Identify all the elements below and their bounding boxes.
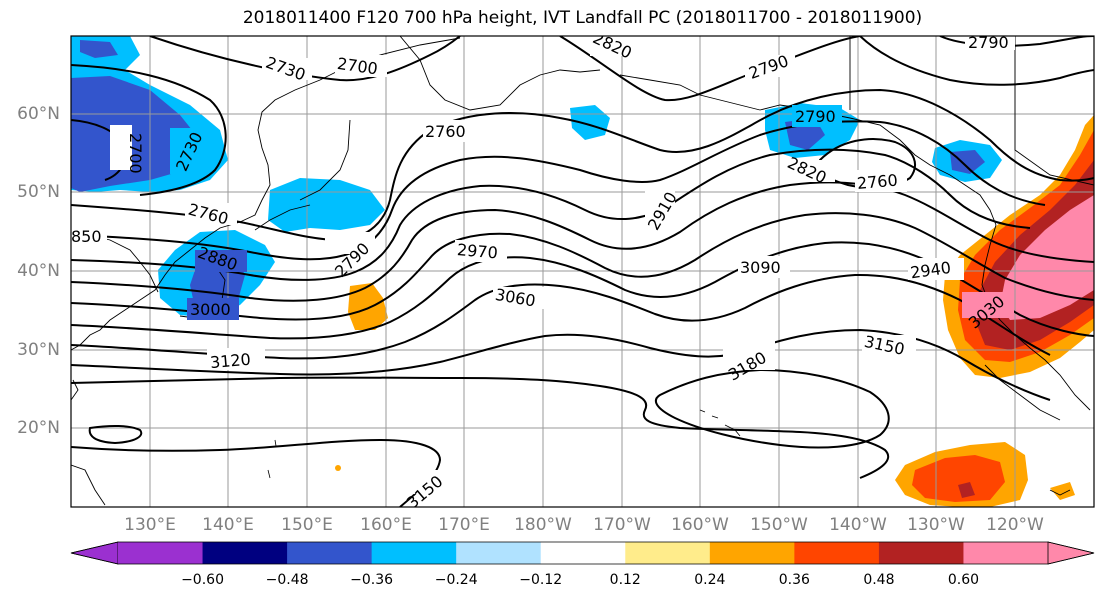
colorbar-tick-label: 0.60 (947, 572, 980, 588)
contour-label: 2760 (856, 170, 898, 192)
lat-label-20n: 20°N (17, 418, 60, 438)
height-contours (71, 36, 1094, 507)
lon-label: 140°W (829, 515, 887, 535)
contour-label: 3090 (740, 258, 781, 277)
map-frame (70, 35, 1095, 508)
lon-label: 150°W (750, 515, 808, 535)
colorbar-segment (287, 542, 373, 564)
lat-label-40n: 40°N (17, 261, 60, 281)
colorbar-segment (963, 542, 1049, 564)
contour-label: 2760 (425, 122, 466, 141)
lon-label: 170°W (593, 515, 651, 535)
contour-label: 3000 (190, 300, 231, 319)
colorbar-tick-label: −0.48 (265, 572, 309, 588)
map-title: 2018011400 F120 700 hPa height, IVT Land… (242, 8, 923, 28)
colorbar-tick-label: 0.48 (863, 572, 895, 588)
contour-label: 2700 (126, 133, 145, 174)
lon-label: 130°W (907, 515, 965, 535)
colorbar-segment (540, 542, 626, 564)
lat-label-60n: 60°N (17, 104, 60, 124)
contour-label: 3120 (209, 350, 251, 372)
lon-label: 170°E (438, 515, 490, 535)
colorbar-segment (456, 542, 542, 564)
lon-label: 140°E (202, 515, 254, 535)
colorbar-tick-label: −0.36 (350, 572, 394, 588)
colorbar-extend-high (1047, 541, 1095, 565)
colorbar-tick-label: 0.12 (609, 572, 641, 588)
colorbar-segment (709, 542, 795, 564)
colorbar-segment (625, 542, 711, 564)
colorbar-segment (794, 542, 880, 564)
colorbar-segment (371, 542, 457, 564)
colorbar-segment (878, 542, 964, 564)
colorbar-tick-label: 0.24 (694, 572, 726, 588)
lat-lon-grid (71, 36, 1094, 507)
colorbar-tick-label: −0.60 (181, 572, 224, 588)
lon-label: 160°E (360, 515, 412, 535)
lon-label: 130°E (124, 515, 176, 535)
lon-label: 150°E (281, 515, 333, 535)
colorbar-frame (70, 541, 1095, 565)
colorbar-tick-label: −0.12 (519, 572, 563, 588)
lat-label-30n: 30°N (17, 340, 60, 360)
colorbar-extend-low (70, 541, 119, 565)
lon-label: 120°W (986, 515, 1044, 535)
contour-label: 2790 (968, 33, 1009, 52)
contour-label: 2970 (456, 240, 498, 262)
contour-label: 850 (71, 227, 102, 246)
colorbar-segment (202, 542, 288, 564)
lat-label-50n: 50°N (17, 182, 60, 202)
lon-label: 180°W (514, 515, 572, 535)
colorbar-tick-label: 0.36 (778, 572, 810, 588)
colorbar-tick-label: −0.24 (434, 572, 478, 588)
colorbar-segment (118, 542, 204, 564)
colorbar (70, 541, 1095, 565)
contour-label: 2790 (795, 107, 836, 126)
lon-label: 160°W (671, 515, 729, 535)
